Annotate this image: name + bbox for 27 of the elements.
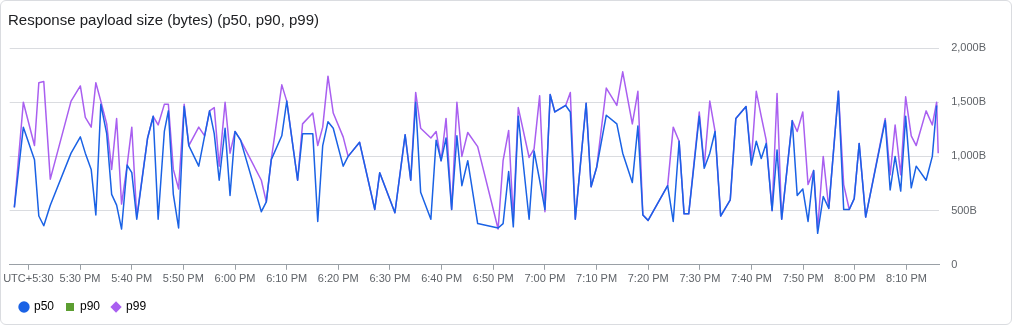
x-tick-label: 6:00 PM [214, 272, 256, 285]
x-tick-label: 7:10 PM [576, 272, 618, 285]
x-tick-label: 6:30 PM [369, 272, 411, 285]
y-tick-label: 1,500B [951, 95, 987, 108]
x-tick-label: 7:00 PM [524, 272, 566, 285]
y-tick-label: 1,000B [951, 149, 987, 162]
x-tick-label: 7:20 PM [627, 272, 669, 285]
x-tick-label: 5:50 PM [162, 272, 204, 285]
legend-label: p99 [126, 299, 147, 314]
x-tick-label: 6:40 PM [421, 272, 463, 285]
x-tick-label: 5:40 PM [111, 272, 153, 285]
x-tick-label: 6:20 PM [317, 272, 359, 285]
legend-label: p50 [34, 299, 55, 314]
x-tick-label: 7:30 PM [679, 272, 721, 285]
x-tick-label: 8:00 PM [834, 272, 876, 285]
x-tick-label: 7:40 PM [731, 272, 773, 285]
x-tick-label: UTC+5:30 [3, 272, 54, 285]
x-tick-label: 5:30 PM [59, 272, 101, 285]
x-tick-label: 7:50 PM [782, 272, 824, 285]
x-tick-label: 8:10 PM [886, 272, 927, 285]
chart-title: Response payload size (bytes) (p50, p90, p99) [8, 11, 320, 29]
y-tick-label: 500B [951, 203, 977, 216]
x-tick-label: 6:10 PM [266, 272, 308, 285]
legend-label: p90 [80, 299, 101, 314]
y-tick-label: 0 [951, 257, 958, 270]
y-tick-label: 2,000B [951, 41, 987, 54]
x-tick-label: 6:50 PM [472, 272, 514, 285]
